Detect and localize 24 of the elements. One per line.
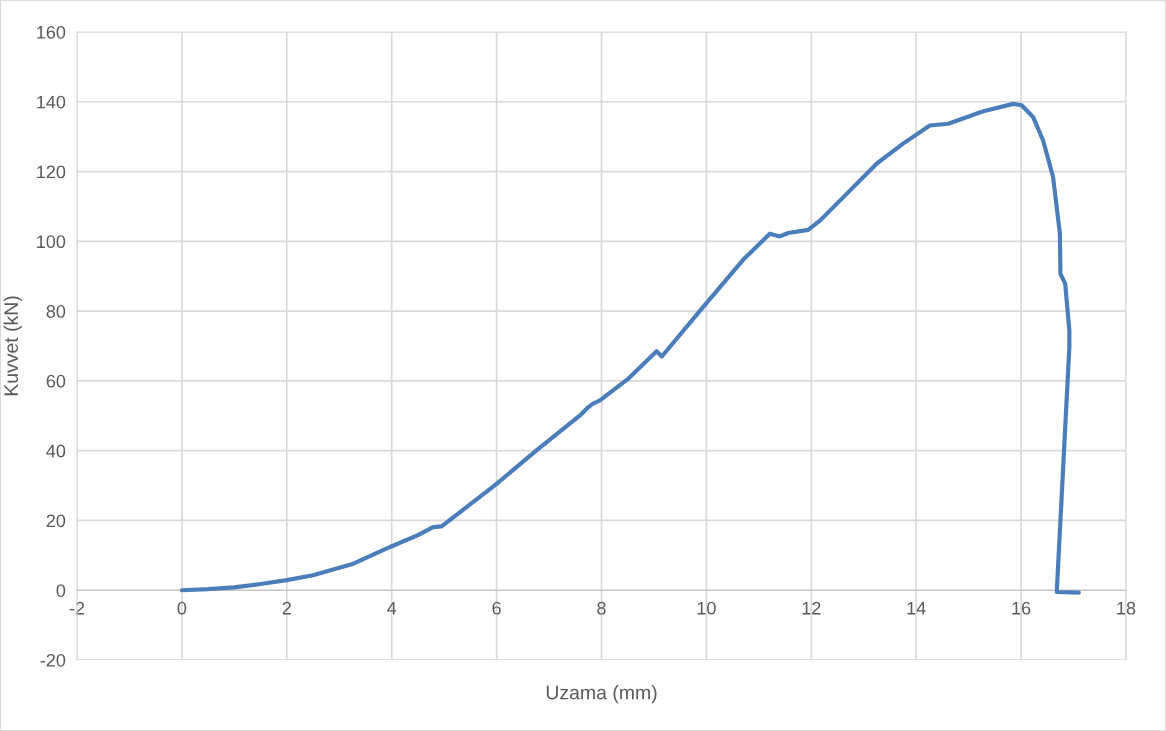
x-tick-label: 10: [697, 601, 716, 615]
x-tick-label: 18: [1117, 601, 1136, 615]
y-tick-label: 40: [46, 444, 66, 458]
y-tick-label: 20: [46, 514, 66, 528]
x-axis-title: Uzama (mm): [546, 685, 657, 704]
y-axis-title: Kuvvet (kN): [3, 296, 22, 396]
x-tick-label: 0: [177, 601, 187, 615]
x-tick-label: 6: [492, 601, 501, 615]
y-tick-label: 120: [37, 165, 66, 179]
x-tick-label: 8: [597, 601, 606, 615]
y-tick-label: 80: [46, 305, 66, 318]
y-tick-label: 160: [37, 25, 66, 39]
x-tick-label: 12: [802, 601, 821, 615]
line-series: [179, 101, 1081, 595]
x-tick-label: 2: [282, 601, 291, 615]
y-tick-label: 140: [37, 95, 66, 109]
x-tick-label: 4: [387, 602, 397, 615]
y-tick-label: 0: [56, 584, 66, 597]
x-tick-label: 16: [1012, 601, 1031, 615]
y-tick-label: 100: [37, 235, 66, 249]
y-tick-label: -20: [40, 653, 66, 667]
x-tick-label: -2: [69, 601, 85, 615]
x-tick-label: 14: [907, 602, 926, 615]
y-tick-label: 60: [46, 374, 66, 388]
